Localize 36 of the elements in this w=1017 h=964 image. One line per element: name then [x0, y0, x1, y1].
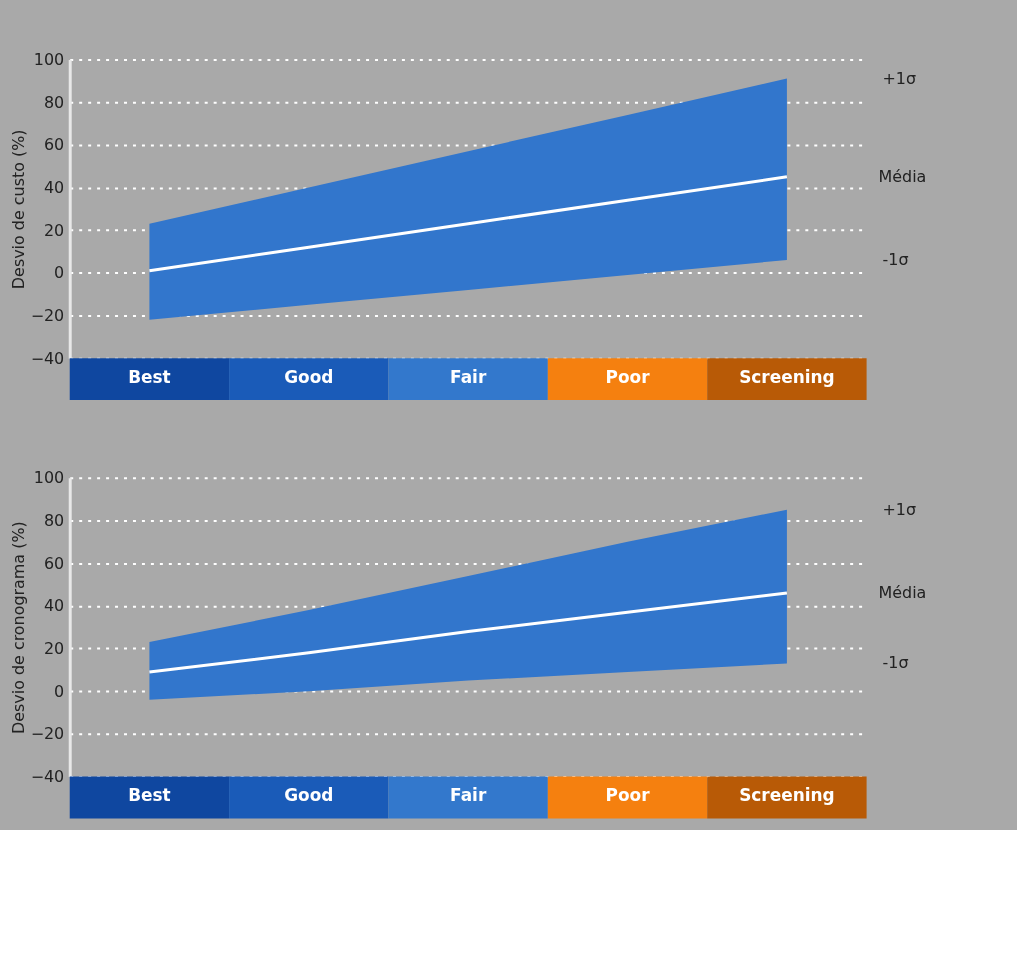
x-tick-label: Good	[284, 366, 334, 387]
x-tick-label: Fair	[450, 366, 487, 387]
x-tick-label: Poor	[605, 784, 651, 805]
text: Média	[878, 166, 927, 186]
x-tick-label: Best	[128, 784, 171, 805]
y-tick-label: −40	[30, 348, 65, 368]
y-tick-label: 40	[43, 177, 65, 197]
y-tick-label: −20	[30, 724, 65, 744]
y-tick-label: 100	[33, 468, 65, 488]
y-tick-label: 0	[54, 681, 65, 701]
x-tick-label: Fair	[450, 784, 487, 805]
text: Média	[878, 582, 927, 602]
y-tick-label: 40	[43, 596, 65, 616]
text: -1σ	[882, 250, 909, 270]
x-tick-label: Good	[284, 784, 334, 805]
y-tick-label: 60	[43, 135, 65, 155]
text: +1σ	[882, 499, 917, 519]
y-tick-label: −20	[30, 306, 65, 326]
x-tick-label: Best	[128, 366, 171, 387]
y-tick-label: 20	[43, 220, 65, 240]
y-tick-label: 80	[43, 92, 65, 112]
y-tick-label: 20	[43, 638, 65, 658]
x-tick-label: Poor	[605, 366, 651, 387]
y-tick-label: 0	[54, 263, 65, 283]
text: -1σ	[882, 653, 909, 673]
y-axis-title: Desvio de cronograma (%)	[8, 521, 28, 735]
y-tick-label: 80	[43, 510, 65, 530]
y-tick-label: 60	[43, 553, 65, 573]
text: +1σ	[882, 68, 917, 88]
x-tick-label: Screening	[739, 784, 835, 805]
y-tick-label: 100	[33, 49, 65, 69]
line-series	[147, 591, 789, 674]
x-tick-label: Screening	[739, 366, 835, 387]
y-axis-title: Desvio de custo (%)	[8, 129, 28, 290]
line-series	[147, 175, 789, 273]
y-tick-label: −40	[30, 767, 65, 787]
